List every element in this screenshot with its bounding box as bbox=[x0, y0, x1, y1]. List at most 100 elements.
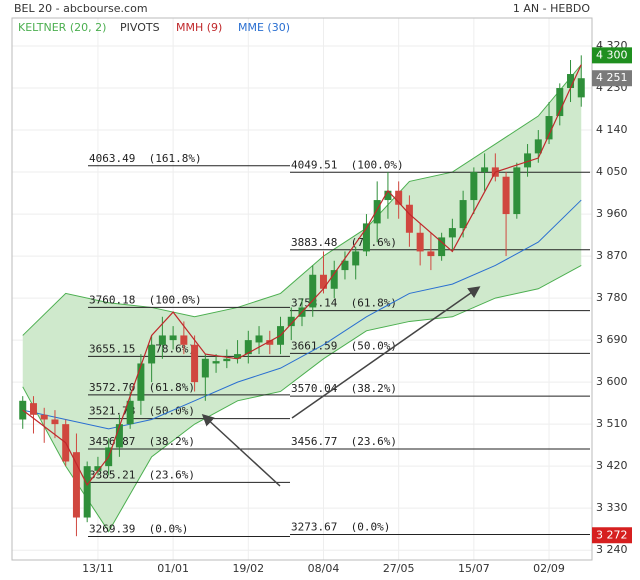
y-tick-label: 4 140 bbox=[596, 123, 628, 136]
candle-body bbox=[448, 228, 456, 238]
candle-body bbox=[577, 78, 585, 98]
candle-body bbox=[352, 251, 360, 266]
candle-body bbox=[19, 400, 27, 420]
legend-pivots: PIVOTS bbox=[120, 21, 160, 34]
y-tick-label: 4 050 bbox=[596, 165, 628, 178]
pivot-label: 3883.48 (78.6%) bbox=[291, 236, 397, 249]
pivot-label: 3269.39 (0.0%) bbox=[89, 522, 188, 535]
candle-body bbox=[266, 340, 274, 345]
y-tick-label: 3 240 bbox=[596, 543, 628, 556]
y-tick-label: 3 960 bbox=[596, 207, 628, 220]
candle-body bbox=[481, 167, 489, 173]
candle-body bbox=[212, 361, 220, 364]
candle-body bbox=[309, 274, 317, 308]
candle-body bbox=[556, 88, 564, 117]
candle-body bbox=[341, 260, 349, 271]
arrow bbox=[201, 413, 281, 487]
candle-body bbox=[362, 223, 370, 252]
candle-body bbox=[438, 237, 446, 257]
candle-body bbox=[137, 363, 145, 401]
keltner-lower bbox=[22, 264, 582, 533]
candle-body bbox=[319, 274, 327, 289]
candle-body bbox=[51, 419, 59, 425]
price-tag bbox=[592, 47, 632, 64]
y-tick-label: 3 420 bbox=[596, 459, 628, 472]
candle-body bbox=[40, 414, 48, 420]
candle-body bbox=[148, 344, 156, 364]
pivot-label: 3753.14 (61.8%) bbox=[291, 297, 397, 310]
pivot-label: 3456.87 (38.2%) bbox=[89, 435, 195, 448]
candle-body bbox=[502, 176, 510, 215]
candle-body bbox=[223, 358, 231, 362]
legend-mme: MME (30) bbox=[238, 21, 290, 34]
price-tag-label: 4 300 bbox=[596, 48, 628, 61]
candle-body bbox=[534, 139, 542, 154]
pivot-label: 3760.18 (100.0%) bbox=[89, 293, 202, 306]
candle-body bbox=[255, 335, 263, 343]
x-tick-label: 01/01 bbox=[157, 562, 189, 575]
pivot-label: 3655.15 (78.6%) bbox=[89, 342, 195, 355]
pivot-label: 3385.21 (23.6%) bbox=[89, 468, 195, 481]
candle-body bbox=[72, 452, 80, 518]
pivot-label: 3661.59 (50.0%) bbox=[291, 339, 397, 352]
x-tick-label: 13/11 bbox=[82, 562, 114, 575]
legend-mmh: MMH (9) bbox=[176, 21, 222, 34]
candle-body bbox=[567, 74, 575, 89]
y-tick-label: 3 600 bbox=[596, 375, 628, 388]
candle-body bbox=[384, 190, 392, 201]
candle-body bbox=[427, 251, 435, 257]
candle-body bbox=[158, 335, 166, 345]
candle-body bbox=[513, 167, 521, 215]
candle-body bbox=[126, 400, 134, 425]
candle-body bbox=[115, 424, 123, 448]
pivot-label: 3273.67 (0.0%) bbox=[291, 520, 390, 533]
y-tick-label: 3 510 bbox=[596, 417, 628, 430]
period: 1 AN - HEBDO bbox=[513, 2, 590, 15]
arrow bbox=[291, 286, 481, 419]
pivot-label: 3456.77 (23.6%) bbox=[291, 435, 397, 448]
candle-body bbox=[373, 200, 381, 224]
candle-body bbox=[201, 358, 209, 378]
candle-body bbox=[395, 190, 403, 205]
y-tick-label: 3 780 bbox=[596, 291, 628, 304]
pivot-label: 4049.51 (100.0%) bbox=[291, 158, 404, 171]
candle-body bbox=[83, 466, 91, 518]
price-tag bbox=[592, 70, 632, 87]
candle-body bbox=[330, 270, 338, 289]
keltner-upper bbox=[22, 64, 582, 336]
candle-body bbox=[234, 354, 242, 359]
candle-body bbox=[524, 153, 532, 168]
x-tick-label: 19/02 bbox=[232, 562, 264, 575]
y-tick-label: 3 870 bbox=[596, 249, 628, 262]
candle-body bbox=[459, 200, 467, 229]
candle-body bbox=[545, 116, 553, 140]
candle-body bbox=[416, 232, 424, 252]
plot-frame bbox=[11, 17, 593, 561]
price-tag bbox=[592, 527, 632, 544]
candle-body bbox=[180, 335, 188, 345]
mme-line bbox=[22, 199, 582, 430]
candle-body bbox=[244, 340, 252, 355]
pivot-label: 3521.78 (50.0%) bbox=[89, 405, 195, 418]
x-tick-label: 15/07 bbox=[458, 562, 490, 575]
price-tag-label: 4 251 bbox=[596, 71, 628, 84]
x-tick-label: 02/09 bbox=[533, 562, 565, 575]
candle-body bbox=[169, 335, 177, 341]
candle-body bbox=[405, 204, 413, 233]
price-tag-label: 3 272 bbox=[596, 528, 628, 541]
x-tick-label: 08/04 bbox=[308, 562, 340, 575]
candle-body bbox=[191, 344, 199, 383]
x-tick-label: 27/05 bbox=[383, 562, 415, 575]
candle-body bbox=[287, 316, 295, 327]
pivot-label: 4063.49 (161.8%) bbox=[89, 152, 202, 165]
y-tick-label: 3 690 bbox=[596, 333, 628, 346]
candle-body bbox=[94, 466, 102, 471]
chart-title: BEL 20 - abcbourse.com bbox=[14, 2, 148, 15]
legend-keltner: KELTNER (20, 2) bbox=[18, 21, 106, 34]
candle-body bbox=[470, 172, 478, 201]
candle-body bbox=[29, 403, 37, 415]
pivot-label: 3570.04 (38.2%) bbox=[291, 382, 397, 395]
y-tick-label: 3 330 bbox=[596, 501, 628, 514]
